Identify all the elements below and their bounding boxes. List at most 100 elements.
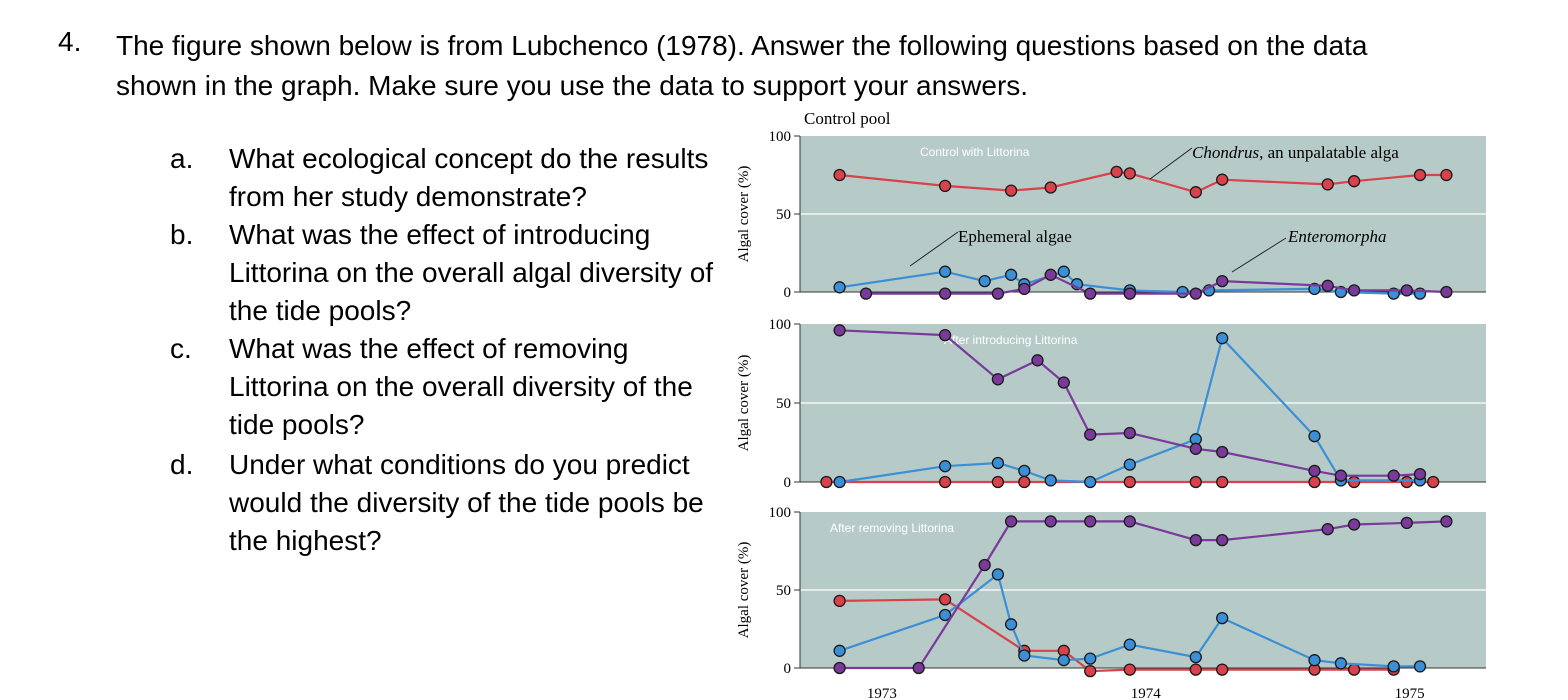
data-point-enteromorpha bbox=[1347, 284, 1361, 297]
data-point-ephemeral bbox=[1018, 464, 1031, 478]
data-point-enteromorpha bbox=[1216, 533, 1229, 547]
chondrus-annotation: Chondrus, an unpalatable alga bbox=[1192, 143, 1399, 162]
question-text: The figure shown below is from Lubchenco… bbox=[116, 30, 1368, 101]
data-point-chondrus bbox=[1044, 181, 1057, 194]
series-line-chondrus bbox=[839, 170, 1447, 194]
data-point-chondrus bbox=[938, 593, 952, 606]
x-tick-label: 1974 bbox=[1131, 686, 1162, 700]
subquestion-text: What ecological concept do the results f… bbox=[229, 143, 709, 212]
y-tick-label: 0 bbox=[784, 661, 792, 677]
data-point-enteromorpha bbox=[1018, 282, 1031, 296]
data-point-enteromorpha bbox=[1123, 426, 1136, 440]
data-point-chondrus bbox=[1216, 475, 1229, 489]
data-point-enteromorpha bbox=[912, 661, 925, 675]
data-point-enteromorpha bbox=[1387, 469, 1400, 482]
data-point-enteromorpha bbox=[1347, 518, 1361, 531]
data-point-ephemeral bbox=[1004, 268, 1018, 281]
data-point-enteromorpha bbox=[1400, 516, 1413, 530]
chart-panel-2: 0 50 100 Algal cover (%) After introducing L… bbox=[736, 317, 1486, 491]
data-point-enteromorpha bbox=[1044, 515, 1057, 528]
data-point-enteromorpha bbox=[1189, 533, 1202, 547]
data-point-enteromorpha bbox=[1400, 284, 1413, 297]
data-point-ephemeral bbox=[1084, 652, 1097, 665]
data-point-chondrus bbox=[1123, 475, 1136, 489]
data-point-ephemeral bbox=[938, 460, 952, 473]
data-point-enteromorpha bbox=[1413, 467, 1427, 481]
x-tick-label: 1975 bbox=[1395, 686, 1425, 700]
data-point-chondrus bbox=[1440, 168, 1453, 182]
data-point-enteromorpha bbox=[1216, 274, 1229, 288]
data-point-ephemeral bbox=[833, 281, 846, 294]
data-point-enteromorpha bbox=[1216, 445, 1229, 459]
y-tick-label: 50 bbox=[776, 396, 791, 412]
data-point-enteromorpha bbox=[1440, 285, 1453, 299]
y-tick-label: 50 bbox=[776, 207, 791, 223]
series-line-ephemeral bbox=[839, 335, 1420, 484]
data-point-chondrus bbox=[1321, 178, 1334, 191]
data-point-ephemeral bbox=[1216, 611, 1229, 625]
data-point-enteromorpha bbox=[1123, 515, 1136, 528]
data-point-enteromorpha bbox=[938, 328, 952, 342]
data-point-ephemeral bbox=[1334, 657, 1348, 670]
data-point-enteromorpha bbox=[1440, 515, 1453, 528]
data-point-enteromorpha bbox=[978, 558, 991, 572]
figure-annotations: Chondrus, an unpalatable alga Ephemeral … bbox=[909, 143, 1399, 273]
panel-title: After removing Littorina bbox=[830, 521, 954, 535]
ephemeral-annotation: Ephemeral algae bbox=[958, 227, 1072, 246]
data-point-ephemeral bbox=[1176, 285, 1189, 299]
data-point-enteromorpha bbox=[1084, 428, 1097, 441]
data-point-enteromorpha bbox=[1084, 515, 1097, 528]
data-point-chondrus bbox=[1189, 663, 1202, 676]
data-point-chondrus bbox=[1427, 475, 1440, 489]
y-axis-label: Algal cover (%) bbox=[736, 166, 752, 263]
data-point-enteromorpha bbox=[1004, 515, 1018, 528]
data-point-enteromorpha bbox=[1189, 442, 1202, 455]
enteromorpha-pointer bbox=[1231, 237, 1287, 273]
subquestion-text: What was the effect of removing Littorin… bbox=[229, 333, 693, 440]
y-axis-label: Algal cover (%) bbox=[736, 355, 752, 452]
data-point-enteromorpha bbox=[938, 287, 952, 300]
data-point-enteromorpha bbox=[991, 373, 1005, 386]
figure-title: Control pool bbox=[804, 109, 891, 128]
data-point-chondrus bbox=[1189, 186, 1202, 199]
y-tick-label: 100 bbox=[769, 317, 792, 333]
subquestion-label: d. bbox=[170, 449, 194, 480]
subquestion-text: Under what conditions do you predict wou… bbox=[229, 449, 704, 556]
data-point-ephemeral bbox=[1004, 618, 1018, 631]
data-point-ephemeral bbox=[1123, 458, 1136, 471]
data-point-chondrus bbox=[938, 475, 952, 489]
data-point-chondrus bbox=[820, 475, 833, 489]
data-point-chondrus bbox=[1347, 475, 1361, 489]
y-tick-label: 0 bbox=[784, 285, 792, 301]
data-point-ephemeral bbox=[1044, 474, 1057, 487]
y-tick-label: 100 bbox=[769, 505, 792, 521]
data-point-enteromorpha bbox=[1321, 279, 1334, 292]
data-point-chondrus bbox=[1004, 184, 1018, 197]
chart-panel-1: 0 50 100 Algal cover (%) Control with Littor… bbox=[736, 129, 1486, 301]
y-tick-label: 50 bbox=[776, 583, 791, 599]
data-point-ephemeral bbox=[1413, 660, 1427, 673]
data-point-enteromorpha bbox=[1123, 287, 1136, 300]
chondrus-pointer bbox=[1149, 147, 1193, 180]
data-point-ephemeral bbox=[991, 568, 1005, 581]
data-point-ephemeral bbox=[1018, 649, 1031, 662]
data-point-ephemeral bbox=[833, 475, 846, 489]
data-point-ephemeral bbox=[1057, 654, 1070, 667]
x-tick-label: 1973 bbox=[867, 686, 897, 700]
data-point-chondrus bbox=[1123, 663, 1136, 676]
data-point-chondrus bbox=[833, 594, 846, 608]
subquestion-label: c. bbox=[170, 333, 192, 364]
data-point-chondrus bbox=[1400, 475, 1413, 489]
data-point-ephemeral bbox=[1057, 265, 1070, 278]
chart-panel-3: 0 50 100 Algal cover (%) After removing Litt… bbox=[736, 505, 1486, 678]
data-point-enteromorpha bbox=[1031, 354, 1044, 367]
y-tick-label: 100 bbox=[769, 129, 792, 145]
data-point-enteromorpha bbox=[1084, 287, 1097, 300]
subquestion-text: What was the effect of introducing Litto… bbox=[229, 219, 714, 326]
data-point-chondrus bbox=[833, 168, 846, 182]
data-point-ephemeral bbox=[991, 456, 1005, 470]
data-point-chondrus bbox=[1189, 475, 1202, 489]
data-point-enteromorpha bbox=[1044, 268, 1057, 281]
data-point-ephemeral bbox=[1387, 660, 1400, 673]
data-point-enteromorpha bbox=[833, 324, 846, 337]
